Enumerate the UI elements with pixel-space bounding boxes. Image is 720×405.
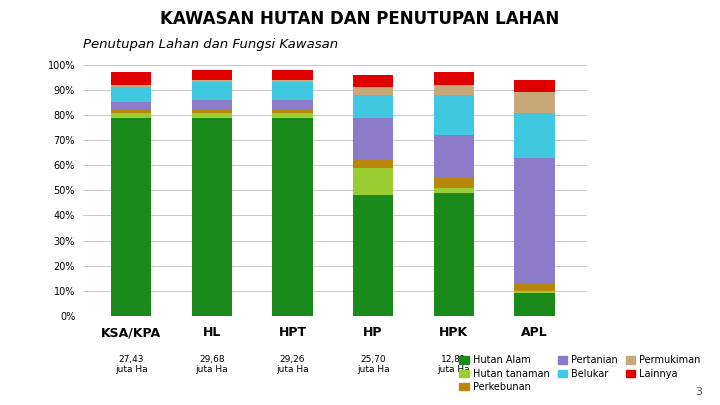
Text: Penutupan Lahan dan Fungsi Kawasan: Penutupan Lahan dan Fungsi Kawasan <box>83 38 338 51</box>
Bar <box>514 158 554 283</box>
Text: 3: 3 <box>695 387 702 397</box>
Text: 29,68
juta Ha: 29,68 juta Ha <box>196 355 228 374</box>
Text: 12,81
juta Ha: 12,81 juta Ha <box>438 355 470 374</box>
Bar <box>433 95 474 135</box>
Text: 27,43
juta Ha: 27,43 juta Ha <box>115 355 148 374</box>
Bar <box>514 92 554 113</box>
Bar <box>111 85 151 87</box>
Bar <box>433 135 474 178</box>
Bar <box>514 293 554 316</box>
Bar <box>192 82 232 100</box>
Bar <box>433 85 474 95</box>
Bar <box>111 87 151 102</box>
Bar <box>192 113 232 117</box>
Bar <box>433 178 474 188</box>
Bar <box>353 160 393 168</box>
Bar <box>272 80 312 82</box>
Text: 25,70
juta Ha: 25,70 juta Ha <box>357 355 390 374</box>
Bar <box>272 100 312 110</box>
Text: 29,26
juta Ha: 29,26 juta Ha <box>276 355 309 374</box>
Bar <box>111 102 151 110</box>
Bar <box>272 110 312 113</box>
Legend: Hutan Alam, Hutan tanaman, Perkebunan, Pertanian, Belukar, Permukiman, Lainnya: Hutan Alam, Hutan tanaman, Perkebunan, P… <box>459 355 701 392</box>
Bar <box>272 82 312 100</box>
Bar <box>192 117 232 316</box>
Bar <box>514 283 554 291</box>
Bar <box>514 113 554 158</box>
Bar <box>272 117 312 316</box>
Bar <box>353 87 393 95</box>
Bar <box>111 110 151 113</box>
Bar <box>111 117 151 316</box>
Bar <box>353 195 393 316</box>
Bar <box>353 168 393 195</box>
Bar <box>272 70 312 80</box>
Bar <box>192 100 232 110</box>
Bar <box>111 113 151 117</box>
Bar <box>433 193 474 316</box>
Bar <box>353 75 393 87</box>
Bar <box>192 80 232 82</box>
Bar <box>192 110 232 113</box>
Text: KAWASAN HUTAN DAN PENUTUPAN LAHAN: KAWASAN HUTAN DAN PENUTUPAN LAHAN <box>161 10 559 28</box>
Bar <box>353 95 393 117</box>
Bar <box>192 70 232 80</box>
Bar <box>272 113 312 117</box>
Bar <box>353 117 393 160</box>
Bar <box>111 72 151 85</box>
Bar <box>433 72 474 85</box>
Bar <box>514 80 554 92</box>
Bar <box>433 188 474 193</box>
Bar <box>514 291 554 293</box>
